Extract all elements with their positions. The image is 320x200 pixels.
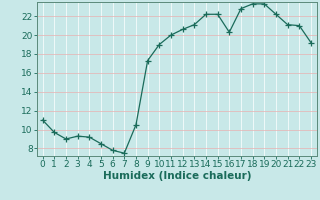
X-axis label: Humidex (Indice chaleur): Humidex (Indice chaleur) — [102, 171, 251, 181]
